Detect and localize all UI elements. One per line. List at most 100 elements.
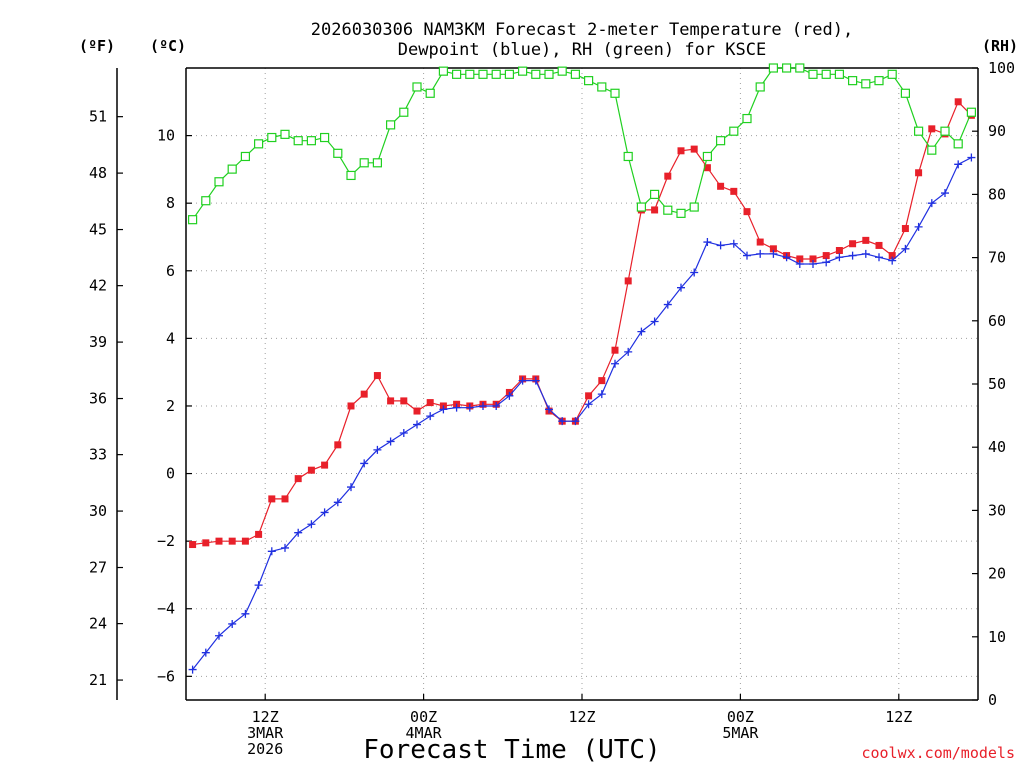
rh-point [768, 63, 779, 73]
rh-point [267, 132, 277, 143]
rh-point [940, 126, 950, 136]
temperature-point [321, 461, 329, 469]
rh-point [729, 126, 739, 136]
dewpoint-point [386, 437, 395, 446]
dewpoint-point [809, 260, 817, 269]
rh-point [808, 69, 818, 79]
rh-point [359, 158, 369, 168]
rh-point [465, 69, 475, 79]
rh-point [386, 120, 396, 130]
time-tick-label: 00Z [727, 708, 754, 726]
dewpoint-point [254, 581, 263, 590]
temperature-point [835, 247, 843, 255]
temperature-point [875, 241, 883, 249]
tick-labels: 2124273033363942454851−6−4−2024681001020… [89, 59, 1015, 758]
rh-point [900, 88, 911, 98]
dewpoint-point [954, 160, 963, 169]
celsius-tick-label: −2 [157, 532, 175, 550]
temperature-point [268, 495, 276, 503]
rh-point [834, 69, 845, 79]
fahrenheit-tick-label: 21 [89, 671, 107, 689]
chart-title-line-2: Dewpoint (blue), RH (green) for KSCE [398, 40, 766, 60]
rh-point [702, 151, 713, 162]
rh-point [663, 205, 673, 215]
rh-point [927, 145, 937, 155]
dewpoint-point [624, 347, 633, 356]
celsius-tick-label: 10 [157, 127, 175, 145]
dewpoint-point [307, 520, 316, 529]
axes [116, 67, 979, 701]
temperature-point [413, 407, 421, 415]
temperature-point [373, 372, 381, 380]
rh-point [795, 63, 805, 73]
time-tick-label: 5MAR [722, 724, 759, 742]
temperature-point [189, 541, 197, 549]
dewpoint-point [294, 528, 303, 537]
fahrenheit-tick-label: 27 [89, 559, 107, 577]
rh-tick-label: 20 [988, 565, 1006, 583]
dewpoint-point [215, 631, 223, 640]
dewpoint-point [426, 412, 435, 421]
dewpoint-point [677, 283, 685, 292]
dewpoint-point [703, 238, 712, 247]
dewpoint-point [782, 253, 791, 262]
dewpoint-point [690, 268, 699, 277]
celsius-tick-label: 6 [166, 262, 175, 280]
rh-point [280, 129, 290, 139]
dewpoint-point [888, 256, 897, 265]
rh-point [953, 139, 963, 149]
temperature-point [624, 277, 632, 285]
celsius-tick-label: 0 [166, 465, 175, 483]
temperature-point [796, 255, 804, 263]
temperature-point [809, 255, 817, 263]
temperature-point [347, 402, 355, 410]
rh-point [399, 107, 409, 117]
temperature-point [360, 390, 368, 398]
time-tick-label: 12Z [568, 708, 595, 726]
rh-point [240, 151, 250, 162]
dewpoint-point [558, 417, 567, 426]
dewpoint-point [584, 400, 593, 409]
dewpoint-point [901, 244, 910, 253]
rh-point [583, 76, 594, 86]
rh-point [491, 69, 501, 79]
rh-point [715, 136, 726, 146]
chart-title-line-1: 2026030306 NAM3KM Forecast 2-meter Tempe… [311, 20, 853, 40]
dewpoint-point [571, 417, 580, 426]
dewpoint-point [479, 401, 487, 410]
celsius-tick-label: 2 [166, 397, 175, 415]
dewpoint-point [413, 420, 421, 429]
dewpoint-point [663, 300, 672, 309]
temperature-point [888, 252, 896, 260]
time-tick-label: 12Z [252, 708, 279, 726]
time-tick-label: 4MAR [406, 724, 443, 742]
temperature-point [334, 441, 342, 449]
rh-point [333, 148, 343, 158]
rh-tick-label: 60 [988, 312, 1006, 330]
temperature-point [255, 530, 263, 538]
time-tick-label: 2026 [247, 740, 283, 758]
dewpoint-point [518, 376, 527, 385]
celsius-axis-unit: (ºC) [150, 37, 186, 55]
dewpoint-point [188, 665, 197, 674]
rh-point [887, 69, 897, 79]
temperature-point [400, 397, 408, 405]
celsius-tick-label: −4 [157, 600, 175, 618]
temperature-point [228, 537, 236, 545]
rh-tick-label: 10 [988, 628, 1006, 646]
temperature-point [954, 98, 962, 106]
celsius-tick-label: 4 [166, 329, 175, 347]
temperature-point [426, 399, 434, 407]
dewpoint-point [743, 251, 751, 260]
dewpoint-point [360, 459, 369, 468]
rh-point [597, 82, 607, 92]
temperature-point [717, 182, 725, 190]
temperature-point [915, 169, 923, 177]
temperature-point [690, 145, 698, 153]
temperature-point [743, 208, 751, 216]
rh-point [623, 151, 633, 162]
rh-tick-label: 30 [988, 501, 1006, 519]
dewpoint-point [465, 403, 474, 412]
dewpoint-point [650, 317, 659, 326]
